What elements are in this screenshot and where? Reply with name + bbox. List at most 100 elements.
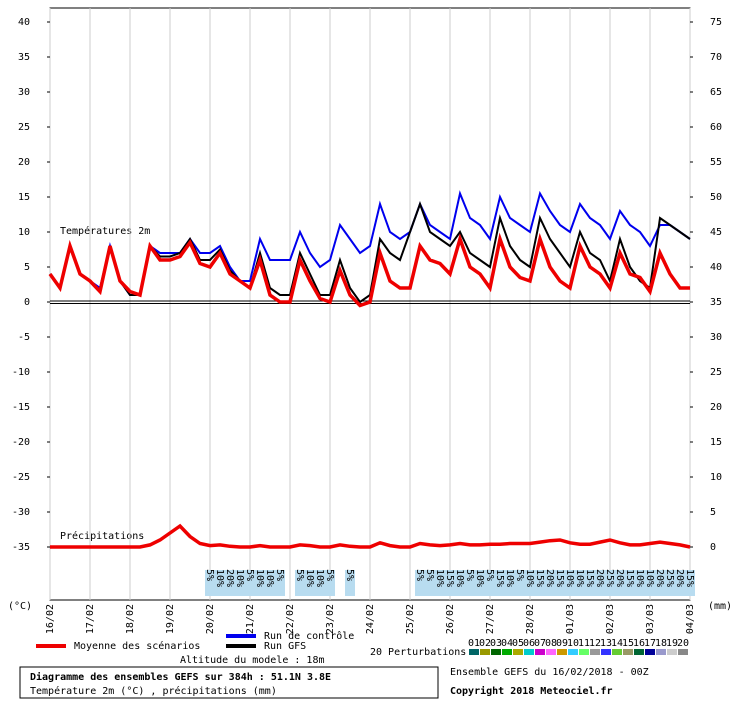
y2-tick-label: 45 xyxy=(710,227,722,238)
perturbation-swatch xyxy=(645,649,655,655)
snow-label: 15% xyxy=(444,569,455,587)
snow-label: 5% xyxy=(294,569,305,581)
snow-box xyxy=(455,570,465,596)
perturbation-name: 12 xyxy=(589,638,601,649)
snow-box xyxy=(465,570,475,596)
perturbation-name: 16 xyxy=(633,638,645,649)
perturbation-name: 04 xyxy=(501,638,513,649)
snow-label: 10% xyxy=(264,569,275,587)
perturbations-label: 20 Perturbations xyxy=(370,647,466,658)
perturbation-name: 08 xyxy=(545,638,557,649)
y2-axis-label: (mm) xyxy=(708,601,732,612)
y2-tick-label: 65 xyxy=(710,87,722,98)
snow-label: 5% xyxy=(344,569,355,581)
snow-label: 20% xyxy=(674,569,685,587)
y2-tick-label: 20 xyxy=(710,402,722,413)
perturbation-name: 14 xyxy=(611,638,623,649)
legend-label: Moyenne des scénarios xyxy=(74,640,200,652)
precip-label: Précipitations xyxy=(60,530,144,542)
y-tick-label: -25 xyxy=(12,472,30,483)
snow-box xyxy=(645,570,655,596)
snow-label: 5% xyxy=(274,569,285,581)
snow-box xyxy=(275,570,285,596)
y-tick-label: 40 xyxy=(18,17,30,28)
y-tick-label: -30 xyxy=(12,507,30,518)
snow-box xyxy=(605,570,615,596)
x-tick-label: 01/03 xyxy=(565,604,576,634)
x-tick-label: 28/02 xyxy=(525,604,536,634)
perturbation-swatch xyxy=(579,649,589,655)
run-info: Ensemble GEFS du 16/02/2018 - 00Z xyxy=(450,667,649,678)
snow-label: 10% xyxy=(214,569,225,587)
snow-box xyxy=(425,570,435,596)
snow-box xyxy=(255,570,265,596)
snow-label: 5% xyxy=(204,569,215,581)
snow-box xyxy=(625,570,635,596)
x-tick-label: 04/03 xyxy=(685,604,696,634)
snow-box xyxy=(415,570,425,596)
x-tick-label: 17/02 xyxy=(85,604,96,634)
x-tick-label: 24/02 xyxy=(365,604,376,634)
snow-box xyxy=(215,570,225,596)
snow-label: 5% xyxy=(514,569,525,581)
snow-box xyxy=(225,570,235,596)
snow-label: 10% xyxy=(314,569,325,587)
snow-box xyxy=(505,570,515,596)
snow-label: 15% xyxy=(584,569,595,587)
snow-label: 20% xyxy=(544,569,555,587)
snow-box xyxy=(565,570,575,596)
perturbation-name: 09 xyxy=(556,638,568,649)
y2-tick-label: 55 xyxy=(710,157,722,168)
temp-line xyxy=(48,232,690,308)
snow-label: 20% xyxy=(594,569,605,587)
perturbation-swatch xyxy=(557,649,567,655)
snow-box xyxy=(315,570,325,596)
perturbation-name: 06 xyxy=(523,638,535,649)
legend-label: Run GFS xyxy=(264,641,306,652)
snow-box xyxy=(475,570,485,596)
snow-box xyxy=(595,570,605,596)
snow-box xyxy=(325,570,335,596)
y2-tick-label: 40 xyxy=(710,262,722,273)
snow-label: 10% xyxy=(434,569,445,587)
snow-label: 15% xyxy=(624,569,635,587)
x-tick-label: 27/02 xyxy=(485,604,496,634)
x-tick-label: 21/02 xyxy=(245,604,256,634)
x-tick-label: 23/02 xyxy=(325,604,336,634)
snow-box xyxy=(665,570,675,596)
snow-box xyxy=(235,570,245,596)
y-tick-label: 10 xyxy=(18,227,30,238)
precip-line xyxy=(50,523,691,549)
snow-box xyxy=(265,570,275,596)
perturbation-name: 15 xyxy=(622,638,634,649)
snow-box xyxy=(635,570,645,596)
snow-box xyxy=(435,570,445,596)
perturbation-swatch xyxy=(502,649,512,655)
snow-label: 5% xyxy=(424,569,435,581)
snow-box xyxy=(295,570,305,596)
snow-box xyxy=(305,570,315,596)
snow-label: 5% xyxy=(484,569,495,581)
perturbation-name: 18 xyxy=(655,638,667,649)
y2-tick-label: 30 xyxy=(710,332,722,343)
perturbation-swatch xyxy=(623,649,633,655)
y2-tick-label: 35 xyxy=(710,297,722,308)
y-tick-label: -5 xyxy=(18,332,30,343)
perturbation-name: 13 xyxy=(600,638,612,649)
perturbation-swatch xyxy=(491,649,501,655)
snow-label: 10% xyxy=(454,569,465,587)
snow-label: 5% xyxy=(464,569,475,581)
perturbation-name: 20 xyxy=(677,638,689,649)
snow-label: 5% xyxy=(244,569,255,581)
perturbation-name: 05 xyxy=(512,638,524,649)
snow-label: 15% xyxy=(494,569,505,587)
y2-tick-label: 0 xyxy=(710,542,716,553)
snow-box xyxy=(615,570,625,596)
snow-box xyxy=(515,570,525,596)
snow-label: 10% xyxy=(474,569,485,587)
copyright: Copyright 2018 Meteociel.fr xyxy=(450,685,613,697)
snow-box xyxy=(345,570,355,596)
snow-box xyxy=(495,570,505,596)
y-tick-label: -35 xyxy=(12,542,30,553)
